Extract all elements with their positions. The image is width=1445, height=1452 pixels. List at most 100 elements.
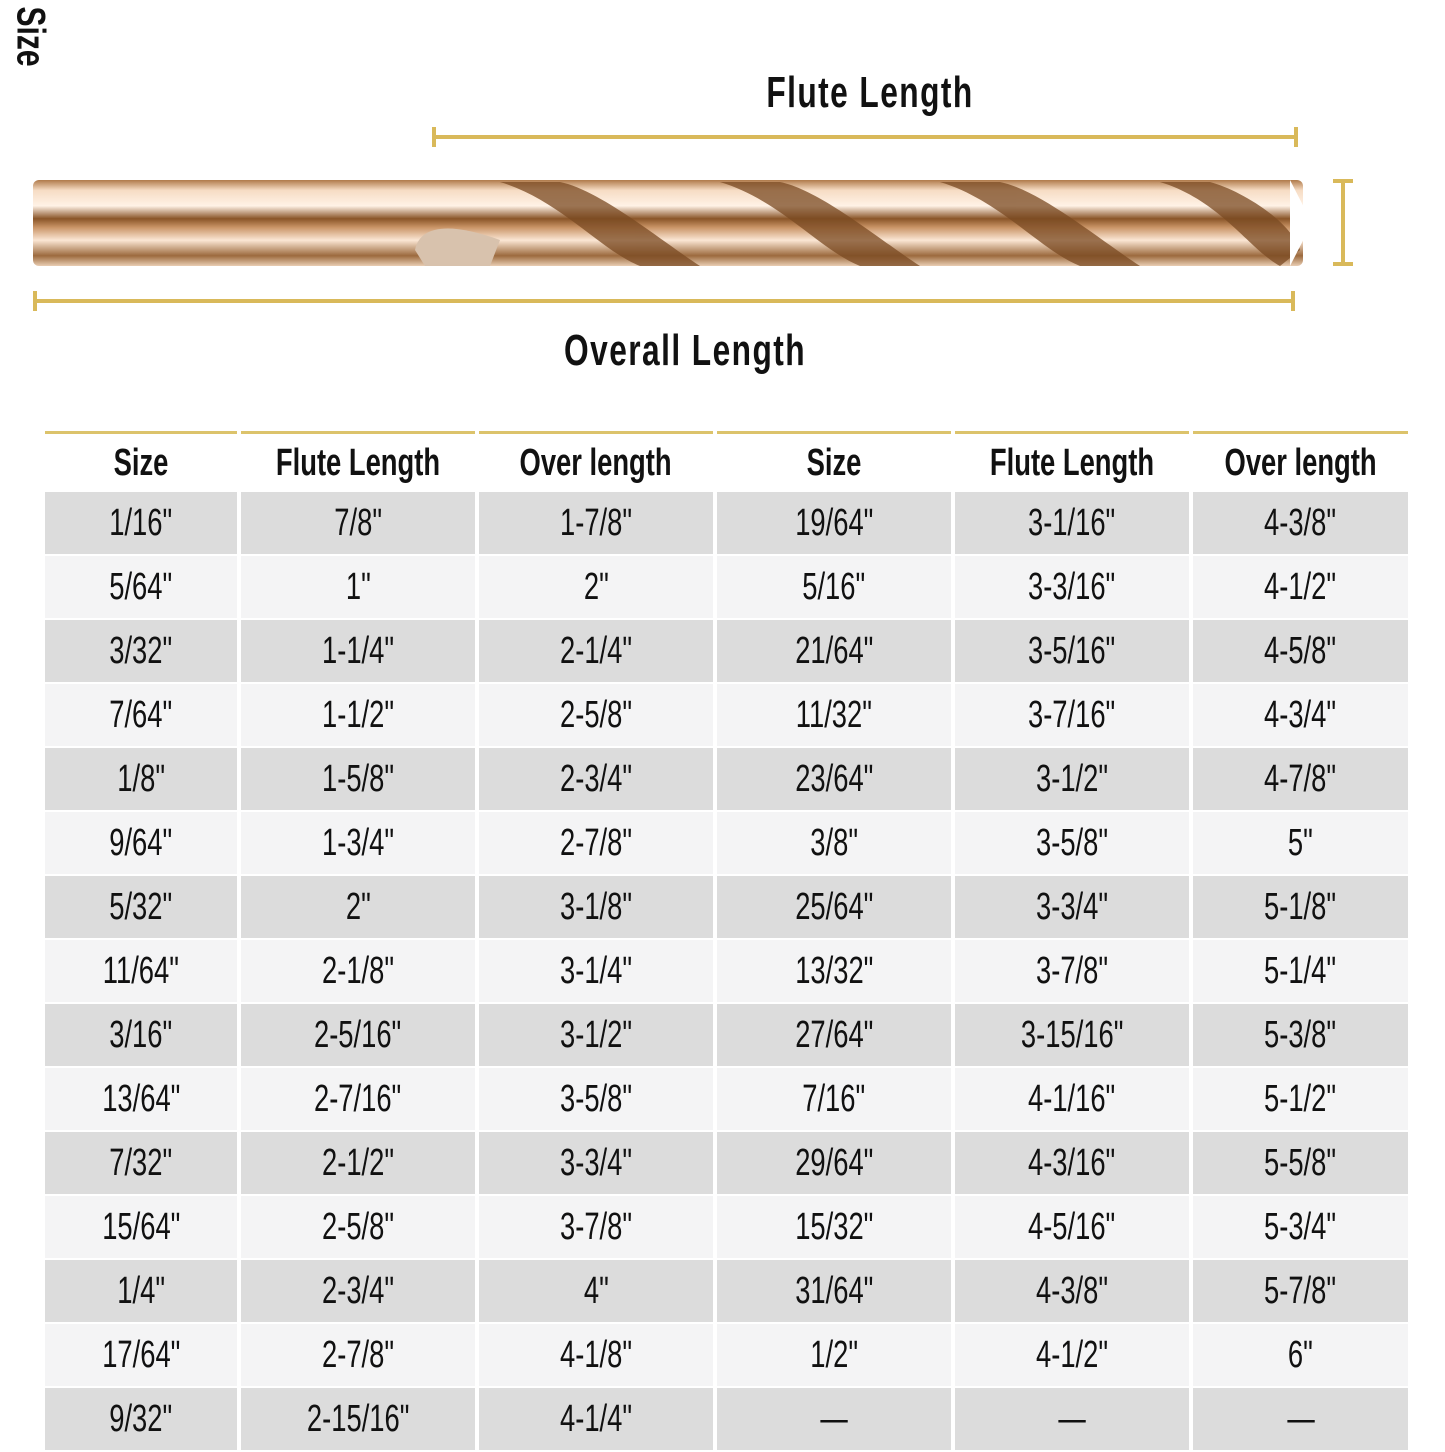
table-cell: 13/64" <box>45 1068 237 1132</box>
table-cell: 2-5/16" <box>241 1004 475 1068</box>
table-cell: 1-1/4" <box>241 620 475 684</box>
table-cell: 17/64" <box>45 1324 237 1388</box>
table-cell: 4-3/8" <box>955 1260 1189 1324</box>
table-cell: 7/32" <box>45 1132 237 1196</box>
table-row: 5/32" 2" 3-1/8" 25/64" 3-3/4" 5-1/8" <box>45 876 1408 940</box>
table-row: 1/8" 1-5/8" 2-3/4" 23/64" 3-1/2" 4-7/8" <box>45 748 1408 812</box>
table-cell: 3-7/8" <box>955 940 1189 1004</box>
table-cell: 3-1/2" <box>955 748 1189 812</box>
drill-bit-diagram <box>33 127 1353 311</box>
table-cell: 5-1/2" <box>1193 1068 1408 1132</box>
table-cell: 21/64" <box>717 620 951 684</box>
table-row: 3/16" 2-5/16" 3-1/2" 27/64" 3-15/16" 5-3/8" <box>45 1004 1408 1068</box>
table-cell: 1" <box>241 556 475 620</box>
table-cell: 7/8" <box>241 492 475 556</box>
table-cell: 2-1/4" <box>479 620 713 684</box>
overall-length-label: Overall Length <box>564 326 806 375</box>
table-cell: 3-1/8" <box>479 876 713 940</box>
table-cell: 9/32" <box>45 1388 237 1452</box>
table-cell: 3/16" <box>45 1004 237 1068</box>
table-cell: 4-1/8" <box>479 1324 713 1388</box>
table-cell: 5" <box>1193 812 1408 876</box>
size-dimension-line <box>1333 179 1353 266</box>
table-cell: 4-3/16" <box>955 1132 1189 1196</box>
table-row: 15/64" 2-5/8" 3-7/8" 15/32" 4-5/16" 5-3/4" <box>45 1196 1408 1260</box>
table-cell: 25/64" <box>717 876 951 940</box>
table-cell: 1-1/2" <box>241 684 475 748</box>
table-cell: 3/8" <box>717 812 951 876</box>
table-cell: 2-3/4" <box>479 748 713 812</box>
table-row: 11/64" 2-1/8" 3-1/4" 13/32" 3-7/8" 5-1/4" <box>45 940 1408 1004</box>
table-cell: 27/64" <box>717 1004 951 1068</box>
table-cell: 4-3/8" <box>1193 492 1408 556</box>
table-row: 7/64" 1-1/2" 2-5/8" 11/32" 3-7/16" 4-3/4" <box>45 684 1408 748</box>
table-cell: 5-5/8" <box>1193 1132 1408 1196</box>
table-cell: 4-1/2" <box>1193 556 1408 620</box>
table-cell: 3-5/8" <box>479 1068 713 1132</box>
table-row: 17/64" 2-7/8" 4-1/8" 1/2" 4-1/2" 6" <box>45 1324 1408 1388</box>
table-cell: 15/32" <box>717 1196 951 1260</box>
table-cell: 5/16" <box>717 556 951 620</box>
table-cell: 2-7/8" <box>241 1324 475 1388</box>
table-cell: 5-1/4" <box>1193 940 1408 1004</box>
table-cell: 5-7/8" <box>1193 1260 1408 1324</box>
table-cell: 3-3/4" <box>479 1132 713 1196</box>
table-cell: 4-7/8" <box>1193 748 1408 812</box>
table-cell: 4-1/2" <box>955 1324 1189 1388</box>
column-header: Flute Length <box>241 431 475 492</box>
flute-length-dimension-line <box>432 127 1298 147</box>
table-cell: 3-1/2" <box>479 1004 713 1068</box>
table-cell: 5/32" <box>45 876 237 940</box>
table-cell: 3/32" <box>45 620 237 684</box>
table-cell: 7/64" <box>45 684 237 748</box>
table-cell: 23/64" <box>717 748 951 812</box>
table-row: 9/32" 2-15/16" 4-1/4" — — — <box>45 1388 1408 1452</box>
drill-flutes <box>500 182 1300 266</box>
table-cell: 2" <box>241 876 475 940</box>
table-cell: 3-1/4" <box>479 940 713 1004</box>
table-cell: 4-1/16" <box>955 1068 1189 1132</box>
table-cell: 1-5/8" <box>241 748 475 812</box>
column-header: Size <box>717 431 951 492</box>
flute-length-label: Flute Length <box>766 68 974 117</box>
table-cell: 3-1/16" <box>955 492 1189 556</box>
table-cell: 2-1/2" <box>241 1132 475 1196</box>
table-row: 1/4" 2-3/4" 4" 31/64" 4-3/8" 5-7/8" <box>45 1260 1408 1324</box>
table-cell: — <box>955 1388 1189 1452</box>
table-cell: 31/64" <box>717 1260 951 1324</box>
table-cell: 3-7/8" <box>479 1196 713 1260</box>
table-row: 9/64" 1-3/4" 2-7/8" 3/8" 3-5/8" 5" <box>45 812 1408 876</box>
table-cell: 15/64" <box>45 1196 237 1260</box>
table-cell: 4-1/4" <box>479 1388 713 1452</box>
table-cell: 29/64" <box>717 1132 951 1196</box>
column-header: Flute Length <box>955 431 1189 492</box>
table-cell: 2-7/16" <box>241 1068 475 1132</box>
table-cell: 11/64" <box>45 940 237 1004</box>
table-cell: 1/2" <box>717 1324 951 1388</box>
table-cell: 1/16" <box>45 492 237 556</box>
table-cell: 4-5/16" <box>955 1196 1189 1260</box>
table-cell: 2-5/8" <box>479 684 713 748</box>
table-header: Size Flute Length Over length Size Flute Len… <box>45 431 1408 492</box>
table-row: 5/64" 1" 2" 5/16" 3-3/16" 4-1/2" <box>45 556 1408 620</box>
drill-size-table: Size Flute Length Over length Size Flute Len… <box>41 431 1412 1452</box>
table-cell: 3-7/16" <box>955 684 1189 748</box>
table-cell: 4-5/8" <box>1193 620 1408 684</box>
table-cell: 2" <box>479 556 713 620</box>
table-cell: 19/64" <box>717 492 951 556</box>
table-row: 3/32" 1-1/4" 2-1/4" 21/64" 3-5/16" 4-5/8" <box>45 620 1408 684</box>
table-cell: 3-3/4" <box>955 876 1189 940</box>
table-cell: 5-1/8" <box>1193 876 1408 940</box>
table-cell: 1-7/8" <box>479 492 713 556</box>
table-row: 7/32" 2-1/2" 3-3/4" 29/64" 4-3/16" 5-5/8" <box>45 1132 1408 1196</box>
table-cell: 2-3/4" <box>241 1260 475 1324</box>
table-cell: 4" <box>479 1260 713 1324</box>
table-cell: 7/16" <box>717 1068 951 1132</box>
size-label: Size <box>8 6 53 67</box>
overall-length-dimension-line <box>33 291 1295 311</box>
table-cell: 6" <box>1193 1324 1408 1388</box>
flute-runout <box>415 228 500 266</box>
table-cell: 9/64" <box>45 812 237 876</box>
table-cell: — <box>1193 1388 1408 1452</box>
table-cell: 1-3/4" <box>241 812 475 876</box>
